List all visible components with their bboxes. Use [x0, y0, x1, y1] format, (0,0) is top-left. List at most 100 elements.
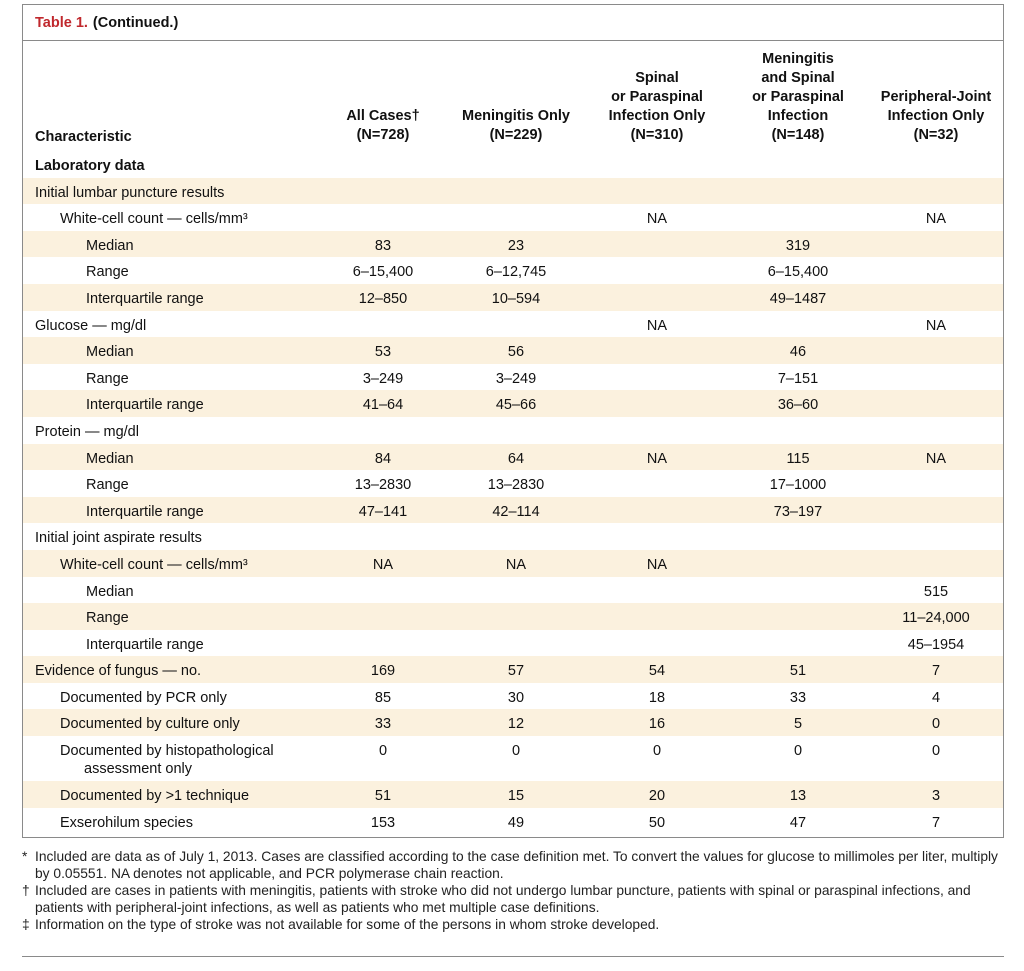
row-label-continuation: assessment only	[84, 761, 192, 778]
row-label: Median	[86, 237, 134, 255]
table-cell: NA	[505, 556, 527, 573]
table-cell: 50	[648, 814, 666, 831]
bottom-rule	[22, 956, 1004, 957]
table-cell: 7–151	[777, 370, 819, 387]
table-body: Laboratory data Initial lumbar puncture r…	[23, 151, 1003, 834]
row-label-text: Interquartile range	[86, 503, 204, 520]
table-cell: 51	[789, 663, 807, 680]
header-line: Meningitis Only	[462, 108, 570, 124]
table-cell: 53	[374, 344, 392, 361]
header-line: Peripheral-Joint	[880, 89, 992, 105]
header-all-cases: All Cases† (N=728)	[323, 107, 443, 145]
table-cell: 36–60	[777, 397, 819, 414]
table-cell: 47–141	[358, 503, 408, 520]
row-label: Interquartile range	[86, 396, 204, 414]
table-cell: 49–1487	[769, 290, 827, 307]
table-row: Protein — mg/dl	[23, 417, 1003, 444]
table-row: Interquartile range 47–141 42–114 73–197	[23, 496, 1003, 524]
table-cell: 33	[789, 689, 807, 706]
table-row: Range 3–249 3–249 7–151	[23, 364, 1003, 391]
table-cell: NA	[925, 211, 947, 228]
table-label: Table 1.	[35, 14, 88, 31]
table-row: Median 84 64 NA 115 NA	[23, 443, 1003, 471]
table-cell: 11–24,000	[902, 610, 970, 627]
table-row: Range 13–2830 13–2830 17–1000	[23, 470, 1003, 497]
table-cell: 33	[374, 716, 392, 733]
table-cell: 30	[507, 689, 525, 706]
table-row: White-cell count — cells/mm³ NA NA NA	[23, 549, 1003, 577]
table-cell: 0	[931, 743, 941, 760]
table-row: Glucose — mg/dl NA NA	[23, 311, 1003, 338]
table-cell: 46	[789, 344, 807, 361]
row-label-text: Range	[86, 477, 129, 494]
table-cell: 13–2830	[354, 477, 412, 494]
table-cell: 0	[511, 743, 521, 760]
header-line: (N=32)	[913, 127, 959, 143]
row-label: Range	[86, 370, 129, 388]
row-label-text: Initial joint aspirate results	[35, 530, 202, 547]
table-cell: 17–1000	[769, 477, 827, 494]
footnote-text: Included are cases in patients with meni…	[35, 883, 971, 915]
row-label-text: Interquartile range	[86, 636, 204, 653]
row-label: Median	[86, 583, 134, 601]
row-label-text: Documented by >1 technique	[60, 788, 250, 805]
row-label: Range	[86, 263, 129, 281]
table-row: Documented by histopathological assessmen…	[23, 736, 1003, 781]
header-line: or Paraspinal	[752, 89, 844, 105]
header-line: (N=229)	[489, 127, 543, 143]
header-meningitis-only: Meningitis Only (N=229)	[446, 107, 586, 145]
row-label-text: Exserohilum species	[60, 814, 193, 831]
table-cell: 4	[931, 689, 941, 706]
table-cell: 10–594	[491, 290, 541, 307]
row-label-text: Median	[86, 237, 134, 254]
table-cell: 49	[507, 814, 525, 831]
table-row: Range 6–15,400 6–12,745 6–15,400	[23, 257, 1003, 284]
footnotes: * Included are data as of July 1, 2013. C…	[22, 849, 1012, 935]
table-frame: Table 1. (Continued.) Characteristic All…	[22, 4, 1004, 838]
row-label: Exserohilum species	[60, 814, 193, 832]
table-row: Exserohilum species 153 49 50 47 7	[23, 808, 1003, 835]
row-label: Documented by PCR only	[60, 689, 227, 707]
table-row: Evidence of fungus — no. 169 57 54 51 7	[23, 656, 1003, 683]
header-meningitis-spinal: Meningitis and Spinal or Paraspinal Infecti…	[733, 50, 863, 145]
table-cell: 319	[785, 237, 811, 254]
table-cell: NA	[646, 211, 668, 228]
table-cell: 54	[648, 663, 666, 680]
table-cell: 64	[507, 450, 525, 467]
row-label-text: Protein — mg/dl	[35, 423, 139, 440]
footnote: * Included are data as of July 1, 2013. C…	[22, 849, 1012, 882]
footnote-text: Included are data as of July 1, 2013. Ca…	[35, 849, 998, 881]
table-cell: 47	[789, 814, 807, 831]
table-row: Interquartile range 12–850 10–594 49–1487	[23, 283, 1003, 311]
row-label-text: Documented by histopathological	[60, 743, 274, 760]
table-row: Initial lumbar puncture results	[23, 177, 1003, 205]
header-line: (N=148)	[771, 127, 825, 143]
row-label-text: Laboratory data	[35, 158, 145, 174]
table-row: White-cell count — cells/mm³ NA NA	[23, 204, 1003, 231]
footnote: † Included are cases in patients with men…	[22, 883, 1012, 916]
table-cell: NA	[372, 556, 394, 573]
table-cell: 83	[374, 237, 392, 254]
table-cell: NA	[646, 450, 668, 467]
table-cell: 7	[931, 814, 941, 831]
table-row: Range 11–24,000	[23, 603, 1003, 630]
table-cell: 0	[793, 743, 803, 760]
row-label: White-cell count — cells/mm³	[60, 210, 248, 228]
row-label: Documented by >1 technique	[60, 787, 249, 805]
table-row: Interquartile range 41–64 45–66 36–60	[23, 390, 1003, 417]
table-cell: 3–249	[495, 370, 537, 387]
table-cell: 0	[378, 743, 388, 760]
table-cell: 18	[648, 689, 666, 706]
table-cell: 12	[507, 716, 525, 733]
row-label-text: Range	[86, 370, 129, 387]
row-label-text: White-cell count — cells/mm³	[60, 211, 248, 228]
table-row: Median 515	[23, 577, 1003, 604]
table-cell: 51	[374, 788, 392, 805]
row-label: Documented by histopathological assessmen…	[60, 742, 274, 778]
table-cell: 57	[507, 663, 525, 680]
header-line: Meningitis	[762, 51, 834, 67]
table-cell: 15	[507, 788, 525, 805]
row-label-text: Glucose — mg/dl	[35, 317, 147, 334]
row-label-text: Range	[86, 264, 129, 281]
row-label: Protein — mg/dl	[35, 423, 139, 441]
